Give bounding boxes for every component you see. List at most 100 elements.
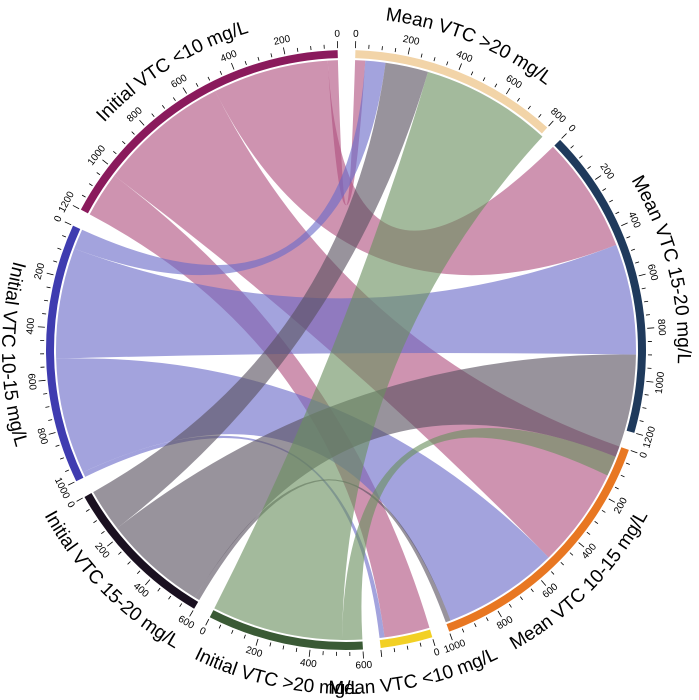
tick-init_lt10 <box>81 194 86 198</box>
tick-label-mean_gt20: 0 <box>353 29 359 40</box>
tick-mean_gt20 <box>420 53 423 58</box>
tick-init_gt20 <box>231 629 234 634</box>
tick-init_15_20 <box>127 561 131 565</box>
tick-label-init_10_15: 400 <box>25 317 37 335</box>
tick-init_lt10 <box>296 47 299 52</box>
tick-init_10_15 <box>38 379 46 382</box>
tick-mean_gt20 <box>482 77 486 82</box>
tick-mean_10_15 <box>449 633 453 641</box>
tick-mean_10_15 <box>541 580 547 586</box>
tick-label-mean_10_15: 400 <box>580 541 599 561</box>
tick-label-mean_10_15: 600 <box>541 581 561 600</box>
tick-init_10_15 <box>44 299 49 302</box>
tick-label-init_lt10: 1200 <box>57 189 77 214</box>
tick-mean_15_20 <box>644 300 649 303</box>
tick-init_15_20 <box>157 587 161 592</box>
tick-mean_15_20 <box>630 248 636 251</box>
tick-init_10_15 <box>65 469 70 472</box>
tick-label-mean_gt20: 600 <box>504 73 524 91</box>
tick-mean_10_15 <box>497 610 502 618</box>
tick-init_lt10 <box>161 105 166 109</box>
tick-mean_10_15 <box>594 521 599 524</box>
tick-label-init_15_20: 600 <box>176 614 196 632</box>
tick-init_lt10 <box>121 140 126 145</box>
tick-mean_10_15 <box>620 474 625 478</box>
tick-label-mean_gt20: 400 <box>454 49 474 66</box>
sector-label-init_gt20: Initial VTC >20 mg/L <box>191 644 361 699</box>
tick-mean_15_20 <box>644 394 649 396</box>
tick-label-mean_10_15: 800 <box>495 614 515 632</box>
tick-mean_15_20 <box>641 287 646 290</box>
tick-mean_gt20 <box>494 83 498 88</box>
ribbon-init_gt20-to-mean_15_20 <box>341 428 616 640</box>
sector-arc-init_gt20 <box>209 610 363 650</box>
tick-label-mean_15_20: 1200 <box>641 425 658 450</box>
tick-init_15_20 <box>168 595 172 600</box>
tick-label-init_lt10: 1000 <box>86 143 109 168</box>
tick-init_lt10 <box>88 183 93 187</box>
tick-mean_15_20 <box>579 155 583 159</box>
tick-init_10_15 <box>59 457 64 460</box>
tick-mean_10_15 <box>586 531 591 535</box>
tick-label-init_10_15: 200 <box>33 262 48 281</box>
tick-init_15_20 <box>118 551 122 555</box>
tick-init_lt10 <box>172 97 176 101</box>
tick-init_lt10 <box>182 87 187 94</box>
tick-mean_15_20 <box>642 407 647 409</box>
tick-mean_15_20 <box>570 145 574 149</box>
tick-mean_10_15 <box>630 450 638 454</box>
tick-init_lt10 <box>283 47 286 55</box>
tick-init_gt20 <box>205 618 210 626</box>
tick-label-init_gt20: 0 <box>197 625 207 638</box>
tick-init_10_15 <box>37 326 45 328</box>
tick-mean_15_20 <box>587 165 591 170</box>
tick-init_gt20 <box>308 649 311 657</box>
tick-mean_lt10 <box>406 645 409 650</box>
tick-mean_gt20 <box>446 61 449 66</box>
tick-init_10_15 <box>48 419 53 421</box>
tick-mean_15_20 <box>647 327 655 329</box>
tick-label-mean_15_20: 200 <box>597 162 616 182</box>
ribbon-init_lt10-to-mean_lt10 <box>89 175 430 638</box>
tick-mean_15_20 <box>638 273 646 277</box>
tick-init_gt20 <box>282 645 285 650</box>
sector-arc-mean_gt20 <box>355 50 548 134</box>
tick-init_10_15 <box>45 406 50 408</box>
tick-init_lt10 <box>151 113 155 117</box>
sector-label-text-init_10_15: Initial VTC 10-15 mg/L <box>0 259 32 448</box>
tick-mean_10_15 <box>485 617 489 622</box>
tick-label-mean_15_20: 600 <box>645 263 660 282</box>
tick-init_lt10 <box>207 76 211 81</box>
ribbon-init_lt10-to-mean_gt20 <box>327 60 366 206</box>
tick-init_10_15 <box>62 235 67 238</box>
tick-init_gt20 <box>243 634 246 639</box>
tick-mean_15_20 <box>639 420 644 422</box>
tick-mean_lt10 <box>393 648 396 653</box>
tick-mean_gt20 <box>505 87 511 95</box>
tick-init_15_20 <box>85 509 90 512</box>
tick-label-init_15_20: 0 <box>64 500 77 511</box>
tick-init_gt20 <box>295 647 298 652</box>
tick-label-init_lt10: 0 <box>334 29 340 40</box>
tick-label-mean_lt10: 0 <box>433 647 442 659</box>
ribbon-init_lt10-to-mean_15_20 <box>215 60 617 276</box>
ribbon-init_gt20-to-mean_gt20 <box>214 71 543 640</box>
tick-label-init_gt20: 600 <box>355 660 373 672</box>
tick-init_10_15 <box>67 481 75 486</box>
tick-mean_10_15 <box>614 486 619 490</box>
tick-mean_15_20 <box>621 222 628 227</box>
ribbon-init_15_20-to-mean_gt20 <box>93 62 428 529</box>
tick-init_15_20 <box>145 579 151 586</box>
tick-label-mean_15_20: 0 <box>566 123 578 135</box>
tick-mean_15_20 <box>561 133 567 139</box>
tick-label-init_10_15: 0 <box>52 214 64 224</box>
sector-label-text-init_gt20: Initial VTC >20 mg/L <box>191 644 361 699</box>
tick-init_lt10 <box>102 159 109 165</box>
tick-mean_gt20 <box>548 120 554 127</box>
tick-init_10_15 <box>57 247 62 250</box>
tick-mean_15_20 <box>635 261 640 264</box>
tick-label-init_15_20: 400 <box>131 581 151 600</box>
tick-init_gt20 <box>218 624 222 629</box>
tick-init_lt10 <box>113 150 117 155</box>
